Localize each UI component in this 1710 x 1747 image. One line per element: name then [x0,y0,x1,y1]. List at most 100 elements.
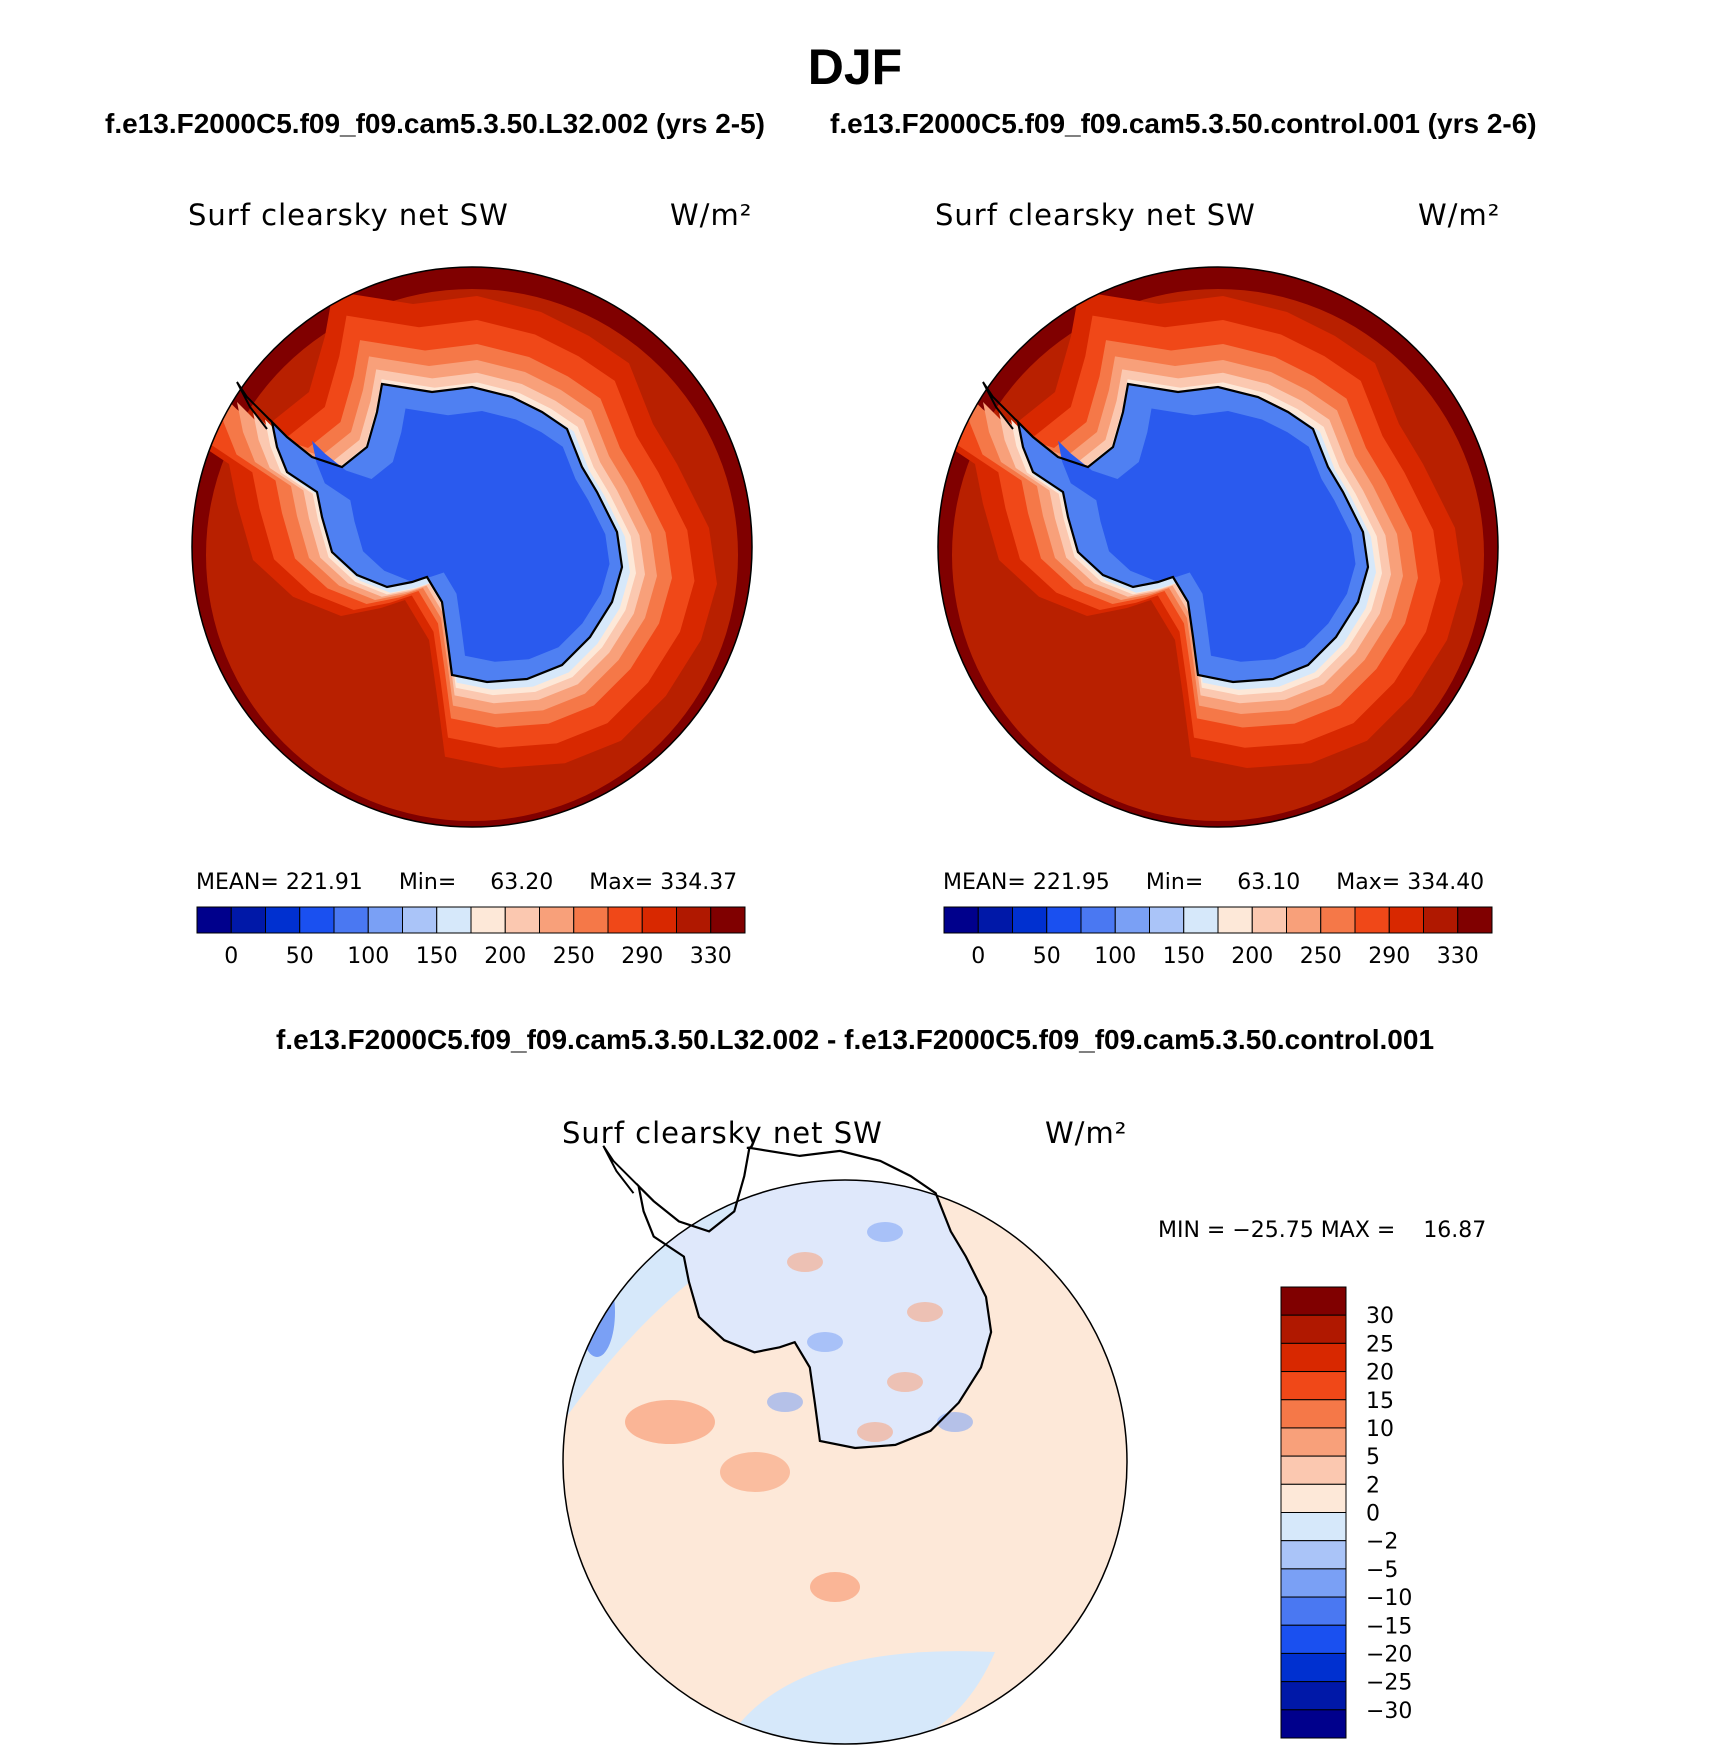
warm-patch-1 [625,1400,715,1444]
colorbar-tick-label-3: 150 [1163,944,1205,969]
map-clip-group [938,267,1498,827]
colorbar-box-12 [1280,1624,1347,1654]
colorbar-box-15 [1457,906,1493,934]
colorbar-box-12 [1354,906,1390,934]
colorbar-tick-label-4: 200 [484,944,526,969]
colorbar-box-1 [1280,1314,1347,1344]
panel1-min-value: 63.20 [490,870,554,895]
anomaly-blob-1 [867,1222,903,1242]
colorbar-box-0 [196,906,232,934]
colorbar-box-14 [1423,906,1459,934]
warm-patch-2 [720,1452,790,1492]
panel3-max-value: 16.87 [1423,1218,1487,1243]
panel2-max-value: 334.40 [1407,870,1485,895]
colorbar-box-5 [1280,1427,1347,1457]
cool-region-s [725,1651,995,1744]
colorbar-box-5 [367,906,403,934]
panel3-stats: MIN = −25.75 MAX = 16.87 [1158,1218,1486,1243]
colorbar-box-10 [1280,1568,1347,1598]
anomaly-blob-4 [887,1372,923,1392]
colorbar-tick-label-0: 0 [224,944,238,969]
colorbar-tick-label-14: −30 [1366,1699,1412,1724]
colorbar-box-13 [1280,1652,1347,1683]
colorbar-panel-1: 0 50 100 150 200 250 290 330 [196,906,746,969]
colorbar-tick-label-5: 250 [1300,944,1342,969]
diff-title: f.e13.F2000C5.f09_f09.cam5.3.50.L32.002 … [275,1024,1435,1055]
colorbar-box-10 [539,906,575,934]
warm-patch-3 [810,1572,860,1602]
peninsula-coastline [602,1145,640,1194]
ice-sheet-interior [312,408,610,662]
colorbar-box-2 [1012,906,1048,934]
colorbar-box-5 [1114,906,1150,934]
colorbar-box-2 [1280,1342,1347,1373]
colorbar-tick-label-2: 20 [1366,1361,1394,1386]
colorbar-box-7 [436,906,472,934]
colorbar-box-15 [710,906,746,934]
colorbar-tick-label-13: −25 [1366,1671,1412,1696]
anomaly-blob-2 [907,1302,943,1322]
colorbar-tick-label-3: 150 [416,944,458,969]
colorbar-box-14 [676,906,712,934]
colorbar-box-7 [1280,1483,1347,1513]
colorbar-box-1 [977,906,1013,934]
colorbar-tick-label-0: 30 [1366,1304,1394,1329]
map-panel-2 [937,266,1499,828]
antarctica-coastline [636,1146,993,1450]
colorbar-box-11 [1320,906,1356,934]
panel2-max-label: Max= [1336,870,1401,895]
ice-sheet-interior [1058,408,1356,662]
panel2-stats: MEAN= 221.95 Min= 63.10 Max= 334.40 [943,870,1484,895]
cool-patch-1 [570,1180,650,1202]
colorbar-box-9 [1251,906,1287,934]
map-border [937,266,1499,828]
colorbar-box-11 [573,906,609,934]
panel1-min-label: Min= [398,870,457,895]
colorbar-box-0 [1280,1286,1347,1316]
colorbar-tick-label-5: 5 [1366,1445,1380,1470]
antarctica-coastline [1016,382,1370,684]
colorbar-tick-label-4: 200 [1231,944,1273,969]
colorbar-tick-label-7: 0 [1366,1502,1380,1527]
peninsula-coastline [982,381,1019,430]
colorbar-tick-label-8: −2 [1366,1530,1398,1555]
panel2-units: W/m² [1418,198,1501,232]
colorbar-box-6 [402,906,438,934]
colorbar-tick-label-4: 10 [1366,1417,1394,1442]
panel2-min-value: 63.10 [1237,870,1301,895]
map-clip-group [192,267,752,827]
colorbar-tick-label-7: 330 [1437,944,1479,969]
main-title: DJF [807,39,903,95]
colorbar-tick-label-2: 100 [347,944,389,969]
colorbar-box-13 [641,906,677,934]
colorbar-box-6 [1280,1455,1347,1485]
panel1-mean-value: 221.91 [285,870,363,895]
map-border [562,1179,1128,1745]
colorbar-box-7 [1183,906,1219,934]
colorbar-tick-label-7: 330 [690,944,732,969]
anomaly-blob-5 [767,1392,803,1412]
colorbar-tick-label-5: 250 [553,944,595,969]
map-panel-3 [562,1145,1128,1745]
colorbar-panel-2: 0 50 100 150 200 250 290 330 [943,906,1493,969]
peninsula-coastline [236,381,273,430]
anomaly-blob-0 [787,1252,823,1272]
colorbar-tick-label-6: 2 [1366,1473,1380,1498]
colorbar-tick-label-1: 50 [286,944,314,969]
cool-patch-2 [579,1267,615,1357]
panel1-stats: MEAN= 221.91 Min= 63.20 Max= 334.37 [196,870,737,895]
colorbar-box-3 [1280,1371,1347,1401]
colorbar-box-9 [504,906,540,934]
map-panel-1 [191,266,753,828]
panel3-max-label: MAX = [1320,1218,1396,1243]
colorbar-box-9 [1280,1540,1347,1570]
colorbar-tick-label-6: 290 [1368,944,1410,969]
colorbar-tick-label-6: 290 [621,944,663,969]
anomaly-blob-7 [937,1412,973,1432]
panel2-variable: Surf clearsky net SW [935,198,1256,232]
colorbar-tick-label-12: −20 [1366,1642,1412,1667]
colorbar-box-12 [607,906,643,934]
colorbar-box-1 [230,906,266,934]
colorbar-tick-label-3: 15 [1366,1389,1394,1414]
